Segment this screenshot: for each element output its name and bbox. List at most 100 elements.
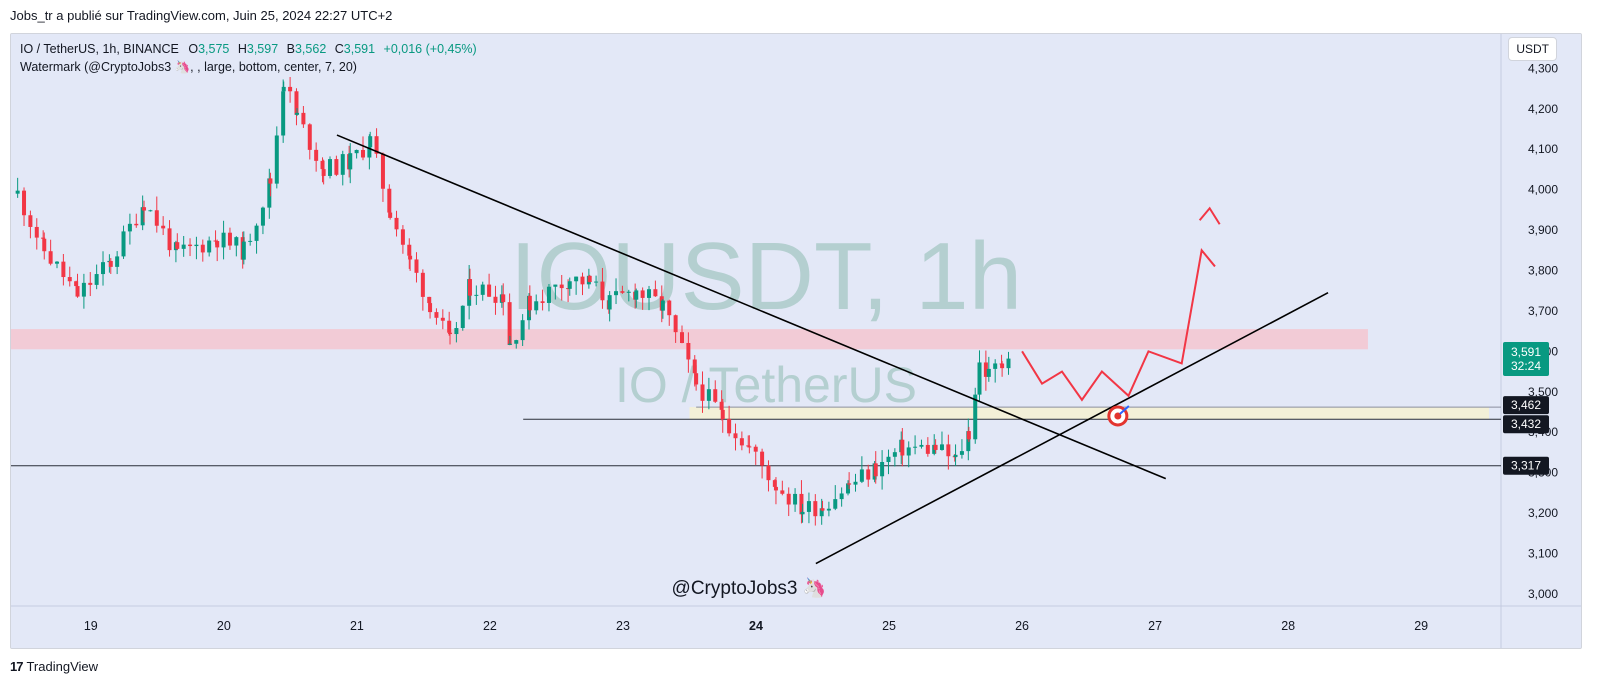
candle-down [925, 444, 930, 454]
candle-down [321, 169, 326, 176]
candle-down [501, 294, 506, 303]
candle-down [75, 286, 80, 297]
candle-down [314, 149, 319, 161]
candle-down [88, 282, 93, 285]
candle-up [267, 178, 272, 208]
candle-down [294, 91, 299, 115]
candle-up [966, 431, 971, 452]
resistance-zone [11, 329, 1368, 350]
x-tick-label: 22 [483, 619, 497, 633]
descending-trendline [336, 134, 1167, 480]
level-price-label: 3,462 [1511, 398, 1541, 412]
tradingview-brand: TradingView [26, 659, 99, 674]
chart-legend: IO / TetherUS, 1h, BINANCE O3,575 H3,597… [20, 40, 477, 76]
candle-up [221, 232, 226, 248]
candle-up [959, 451, 964, 455]
candle-down [48, 251, 53, 264]
projection-path [1021, 247, 1216, 402]
candle-down [540, 301, 545, 303]
candle-down [67, 277, 72, 282]
candle-down [983, 362, 988, 377]
target-icon-center [1114, 412, 1122, 420]
candle-down [747, 446, 752, 448]
countdown-label: 32:24 [1511, 359, 1541, 373]
candle-down [215, 241, 220, 248]
candle-down [766, 465, 771, 481]
candle-up [833, 499, 838, 509]
candle-down [467, 279, 472, 296]
candle-down [640, 290, 645, 298]
y-tick-label: 3,100 [1528, 546, 1558, 560]
candle-up [148, 210, 153, 212]
watermark-sub-text: IO / TetherUS [615, 357, 917, 413]
candle-down [679, 332, 684, 343]
candle-up [977, 362, 982, 395]
candle-up [953, 454, 958, 457]
candle-down [813, 501, 818, 517]
candle-up [647, 289, 652, 298]
candle-up [534, 301, 539, 311]
symbol-ohlc-line: IO / TetherUS, 1h, BINANCE O3,575 H3,597… [20, 40, 477, 58]
candle-down [746, 445, 751, 447]
candle-down [400, 229, 405, 245]
candle-down [268, 178, 273, 184]
currency-button[interactable]: USDT [1508, 37, 1557, 61]
candle-down [420, 272, 425, 297]
candle-up [819, 508, 824, 517]
candle-up [121, 231, 126, 257]
candle-up [254, 225, 259, 241]
candle-down [600, 281, 605, 301]
candle-down [408, 255, 413, 260]
tradingview-logo-icon: 17 [10, 659, 24, 674]
candle-down [753, 446, 758, 452]
candle-up [634, 290, 639, 300]
candle-down [773, 486, 778, 491]
candle-up [281, 91, 286, 136]
footer: 17 TradingView [10, 659, 98, 674]
candle-up [181, 244, 186, 249]
candle-down [700, 384, 705, 401]
candle-down [799, 493, 804, 515]
candle-up [806, 501, 811, 512]
candle-up [607, 295, 612, 310]
candle-up [919, 444, 924, 447]
candle-down [22, 190, 27, 216]
candle-up [15, 190, 20, 194]
candle-down [407, 244, 412, 256]
chart-panel[interactable]: IOUSDT, 1h IO / TetherUS @CryptoJobs3 🦄 3,0… [10, 33, 1582, 649]
y-tick-label: 4,200 [1528, 102, 1558, 116]
candle-down [200, 244, 205, 253]
candle-up [248, 240, 253, 242]
candle-up [127, 223, 132, 232]
candle-up [115, 256, 120, 267]
candle-up [660, 300, 665, 311]
candle-down [188, 244, 193, 247]
candle-down [933, 444, 938, 450]
candle-up [274, 135, 279, 184]
candle-down [820, 508, 825, 511]
x-tick-label: 23 [616, 619, 630, 633]
watermark-indicator-line[interactable]: Watermark (@CryptoJobs3 🦄, , large, bott… [20, 60, 357, 74]
x-tick-label: 19 [84, 619, 98, 633]
candle-up [594, 281, 599, 283]
candle-up [281, 86, 286, 92]
candle-up [986, 368, 991, 377]
candle-up [993, 363, 998, 369]
candle-up [514, 340, 519, 344]
candle-up [853, 481, 858, 485]
candle-up [626, 291, 631, 293]
symbol-info: IO / TetherUS, 1h, BINANCE [20, 42, 179, 56]
candle-down [142, 207, 147, 211]
x-tick-label: 27 [1148, 619, 1162, 633]
candle-down [388, 212, 393, 218]
candle-down [653, 289, 658, 297]
candle-up [234, 237, 239, 246]
candle-down [108, 260, 113, 267]
candle-up [826, 508, 831, 511]
change-value: +0,016 (+0,45%) [383, 42, 477, 56]
y-tick-label: 4,000 [1528, 183, 1558, 197]
candle-up [913, 446, 918, 448]
candle-down [873, 463, 878, 477]
candle-down [161, 225, 166, 229]
